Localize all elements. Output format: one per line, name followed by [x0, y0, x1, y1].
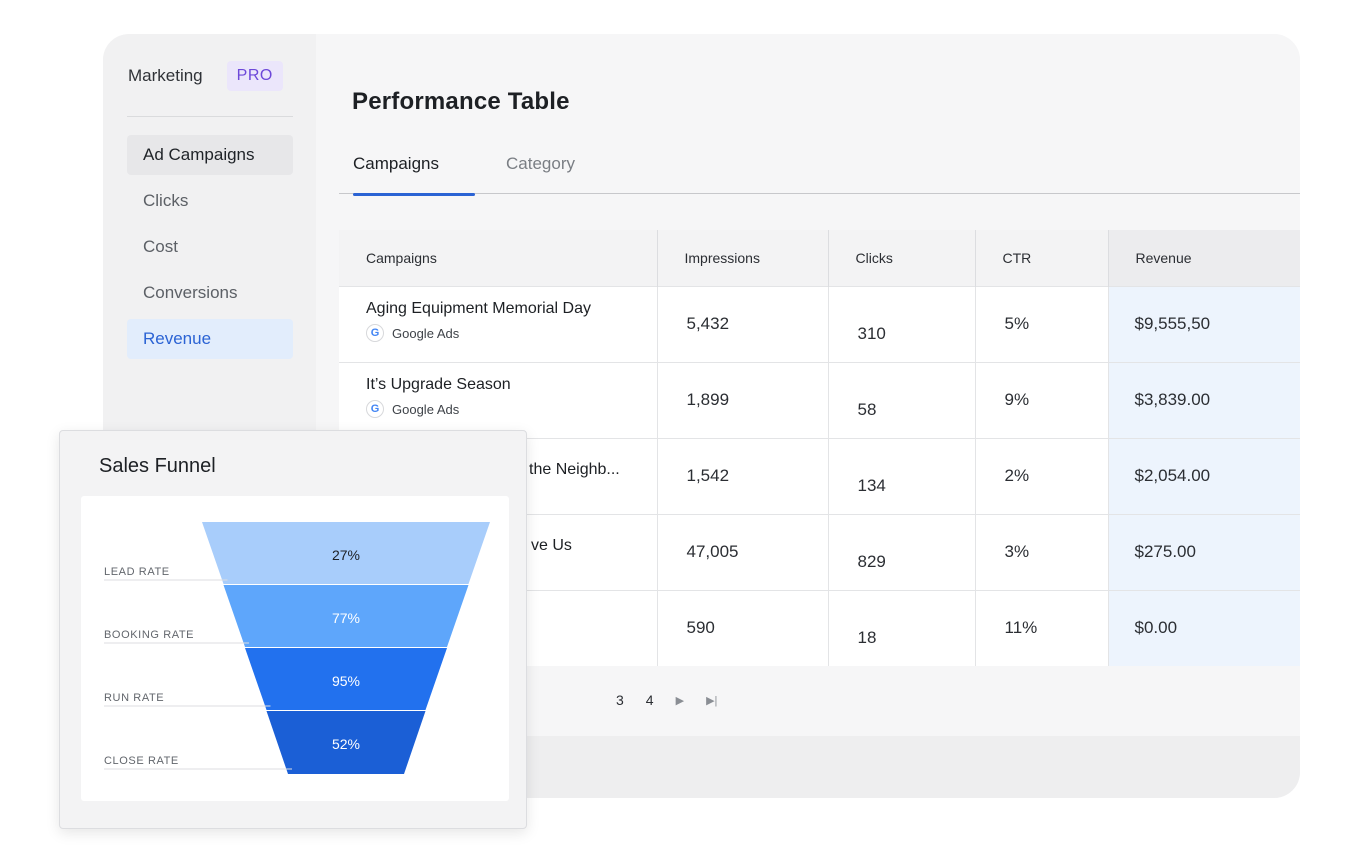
ctr-cell: 9% [975, 361, 1109, 438]
revenue-cell: $2,054.00 [1107, 437, 1300, 514]
tab-campaigns[interactable]: Campaigns [353, 154, 475, 196]
sidebar-item-revenue[interactable]: Revenue [127, 319, 293, 359]
clicks-cell: 829 [828, 513, 976, 590]
ctr-cell: 2% [975, 437, 1109, 514]
table-row[interactable]: It’s Upgrade Season G Google Ads 1,899 5… [339, 361, 1300, 438]
campaign-source-label: Google Ads [392, 401, 460, 417]
funnel-stage-value: 95% [332, 673, 360, 689]
funnel-title: Sales Funnel [99, 455, 216, 477]
impressions-cell: 590 [657, 589, 829, 666]
google-g-icon: G [366, 400, 384, 418]
revenue-cell: $275.00 [1107, 513, 1300, 590]
funnel-chart-area: 27% LEAD RATE 77% BOOKING RATE 95% RUN RATE 52… [81, 496, 509, 801]
sidebar-item-clicks[interactable]: Clicks [127, 181, 293, 221]
brand-row: Marketing PRO [128, 60, 283, 92]
ctr-cell: 3% [975, 513, 1109, 590]
tab-bar: Campaigns Category [339, 146, 1300, 196]
table-row[interactable]: Aging Equipment Memorial Day G Google Ad… [339, 285, 1300, 362]
campaign-name[interactable]: ve Us [531, 537, 572, 554]
campaign-source: G Google Ads [366, 324, 657, 342]
clicks-cell: 58 [828, 361, 976, 438]
funnel-stage-label: CLOSE RATE [104, 755, 179, 767]
tab-label: Campaigns [353, 154, 439, 173]
sidebar-item-ad-campaigns[interactable]: Ad Campaigns [127, 135, 293, 175]
funnel-stage-label: LEAD RATE [104, 566, 170, 578]
funnel-stage-value: 52% [332, 736, 360, 752]
page-3-link[interactable]: 3 [616, 692, 624, 708]
impressions-cell: 1,542 [657, 437, 829, 514]
pagination: 3 4 ▶ ▶| [616, 692, 717, 708]
sidebar-item-label: Cost [143, 237, 178, 256]
impressions-cell: 47,005 [657, 513, 829, 590]
revenue-cell: $9,555,50 [1107, 285, 1300, 362]
sidebar-item-cost[interactable]: Cost [127, 227, 293, 267]
funnel-stage-booking-rate [223, 585, 469, 647]
campaign-name[interactable]: the Neighb... [529, 461, 620, 478]
pro-badge: PRO [226, 61, 283, 91]
brand-name: Marketing [128, 66, 203, 85]
column-header-campaigns[interactable]: Campaigns [339, 230, 658, 286]
campaign-cell: Aging Equipment Memorial Day G Google Ad… [339, 285, 658, 362]
next-page-icon[interactable]: ▶ [675, 694, 685, 707]
column-header-revenue[interactable]: Revenue [1107, 230, 1300, 286]
campaign-name[interactable]: Aging Equipment Memorial Day [366, 300, 591, 317]
tab-category[interactable]: Category [506, 154, 575, 194]
impressions-cell: 1,899 [657, 361, 829, 438]
clicks-cell: 310 [828, 285, 976, 362]
funnel-stage-lead-rate [202, 522, 490, 584]
column-header-ctr[interactable]: CTR [975, 230, 1109, 286]
campaign-source: G Google Ads [366, 400, 657, 418]
funnel-stage-label: RUN RATE [104, 692, 164, 704]
sidebar-item-conversions[interactable]: Conversions [127, 273, 293, 313]
revenue-cell: $0.00 [1107, 589, 1300, 666]
column-header-clicks[interactable]: Clicks [828, 230, 976, 286]
sidebar-divider [127, 116, 293, 117]
funnel-stage-value: 27% [332, 547, 360, 563]
ctr-cell: 11% [975, 589, 1109, 666]
table-header-row: Campaigns Impressions Clicks CTR Revenue [339, 230, 1300, 286]
tab-label: Category [506, 154, 575, 173]
sales-funnel-chart: 27% LEAD RATE 77% BOOKING RATE 95% RUN RATE 52… [104, 522, 490, 774]
funnel-stage-run-rate [245, 648, 447, 710]
sidebar-item-label: Clicks [143, 191, 189, 210]
page-title: Performance Table [352, 88, 570, 115]
sidebar-item-label: Ad Campaigns [143, 145, 255, 164]
active-tab-indicator [353, 193, 475, 196]
sales-funnel-card: Sales Funnel 27% LEAD RATE 77% BOOKING RATE… [59, 430, 527, 829]
sidebar-item-label: Revenue [143, 329, 212, 348]
clicks-cell: 134 [828, 437, 976, 514]
column-header-impressions[interactable]: Impressions [657, 230, 829, 286]
funnel-stage-close-rate [266, 711, 426, 774]
sidebar-nav: Ad Campaigns Clicks Cost Conversions Rev… [127, 135, 293, 365]
page-4-link[interactable]: 4 [645, 692, 654, 708]
sidebar-item-label: Conversions [143, 283, 238, 302]
funnel-stage-label: BOOKING RATE [104, 629, 194, 641]
impressions-cell: 5,432 [657, 285, 829, 362]
last-page-icon[interactable]: ▶| [706, 694, 718, 707]
campaign-cell: It’s Upgrade Season G Google Ads [339, 361, 658, 438]
revenue-cell: $3,839.00 [1107, 361, 1300, 438]
table-row[interactable]: 590 18 11% $0.00 [339, 589, 1300, 666]
clicks-cell: 18 [828, 589, 976, 666]
campaign-source-label: Google Ads [392, 325, 460, 341]
google-g-icon: G [366, 324, 384, 342]
campaign-name[interactable]: It’s Upgrade Season [366, 376, 511, 393]
ctr-cell: 5% [975, 285, 1109, 362]
funnel-stage-value: 77% [332, 610, 360, 626]
